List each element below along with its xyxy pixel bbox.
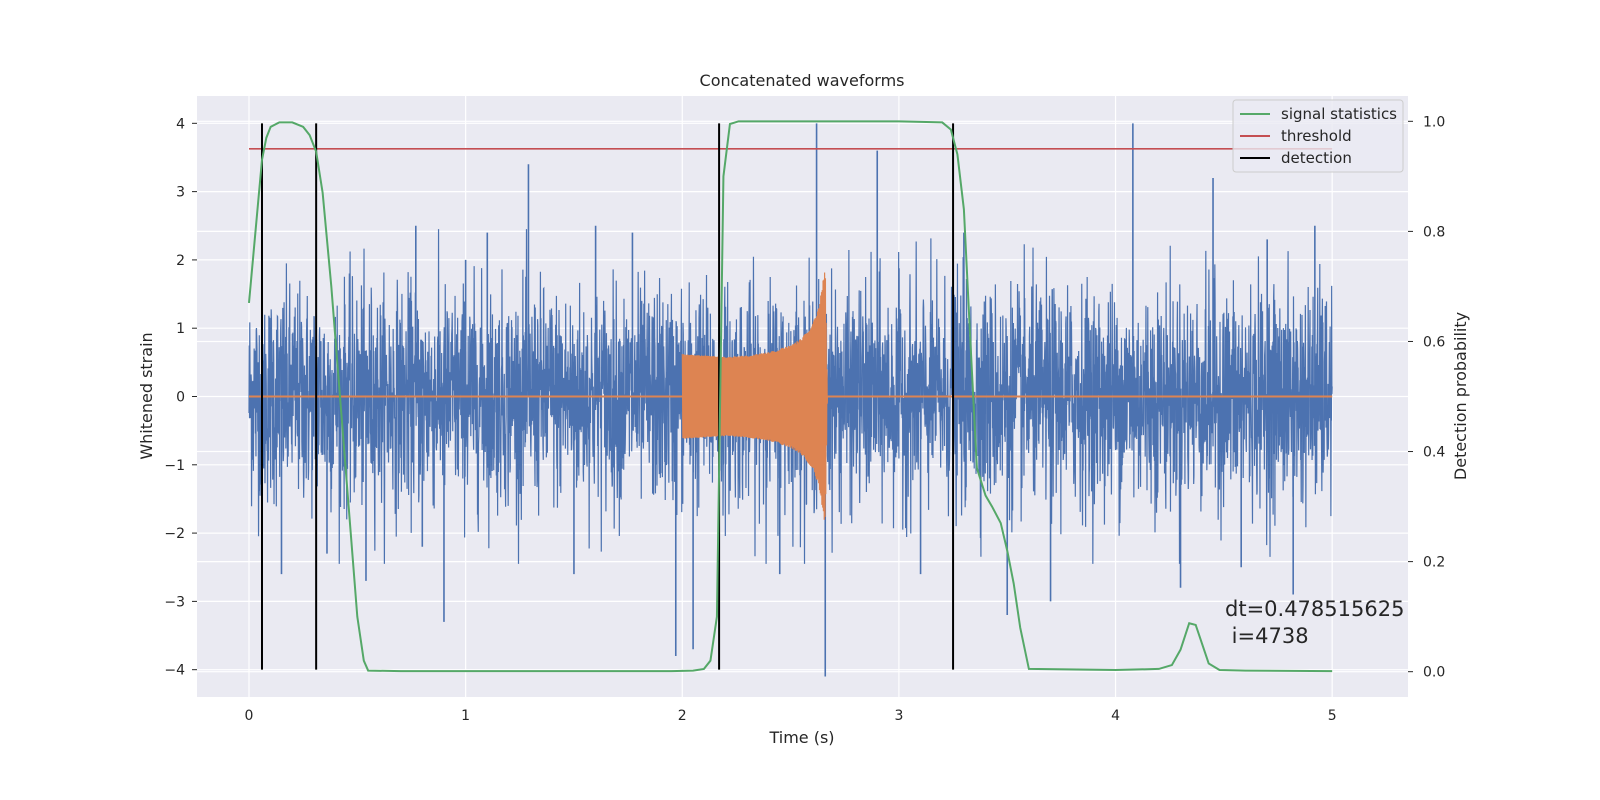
y-right-tick-label: 0.6	[1423, 334, 1445, 350]
x-tick-label: 0	[245, 708, 254, 724]
legend-label-signal: signal statistics	[1281, 105, 1397, 123]
y-tick-label: 0	[176, 390, 185, 406]
chart-title: Concatenated waveforms	[700, 71, 905, 90]
x-tick-label: 5	[1328, 708, 1337, 724]
y-tick-label: 1	[176, 321, 185, 337]
x-tick-label: 4	[1111, 708, 1120, 724]
x-axis-title: Time (s)	[768, 728, 834, 747]
y-right-tick-label: 0.8	[1423, 224, 1445, 240]
y-tick-label: 3	[176, 185, 185, 201]
y-right-tick-label: 0.0	[1423, 665, 1445, 681]
x-tick-label: 2	[678, 708, 687, 724]
y-tick-label: 2	[176, 253, 185, 269]
annotation-dt: dt=0.478515625	[1225, 597, 1404, 621]
waveform-line	[681, 272, 829, 520]
legend-box	[1232, 99, 1404, 173]
legend: signal statistics threshold detection	[1232, 99, 1404, 173]
y-tick-label: 4	[176, 116, 185, 132]
legend-label-threshold: threshold	[1281, 127, 1352, 145]
x-tick-label: 3	[894, 708, 903, 724]
x-tick-label: 1	[461, 708, 470, 724]
y-tick-label: −1	[164, 458, 185, 474]
signal-statistics-line	[247, 120, 1333, 673]
y-right-axis-title: Detection probability	[1451, 312, 1470, 480]
y-right-tick-label: 0.2	[1423, 555, 1445, 571]
y-right-tick-label: 1.0	[1423, 114, 1445, 130]
legend-label-detection: detection	[1281, 149, 1352, 167]
y-tick-label: −2	[164, 526, 185, 542]
y-axis-title: Whitened strain	[137, 332, 156, 459]
y-right-tick-label: 0.4	[1423, 445, 1445, 461]
y-tick-label: −3	[164, 594, 185, 610]
series-layer	[247, 120, 1333, 677]
y-tick-label: −4	[164, 663, 185, 679]
ticks: 0 1 2 3 4 5 −4 −3 −2 −1 0 1 2 3 4 0.0 0.2 0.4 0.6 0.8 1.0	[164, 114, 1445, 724]
annotation-i: i=4738	[1225, 624, 1309, 648]
